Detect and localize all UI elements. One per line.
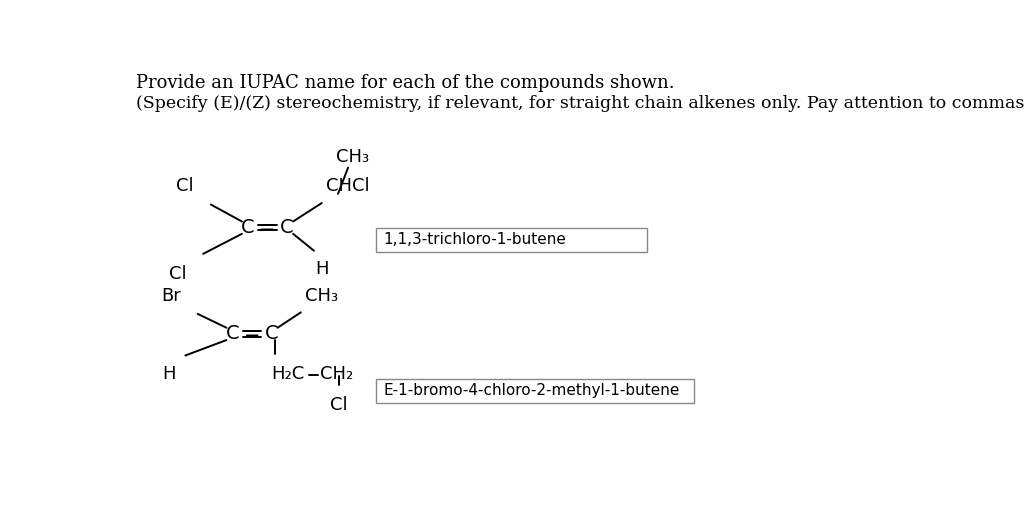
Text: Provide an IUPAC name for each of the compounds shown.: Provide an IUPAC name for each of the co…	[136, 74, 675, 92]
Text: C: C	[226, 324, 240, 343]
Text: CHCl: CHCl	[326, 177, 370, 195]
Text: E-1-bromo-4-chloro-2-methyl-1-butene: E-1-bromo-4-chloro-2-methyl-1-butene	[384, 384, 680, 398]
Bar	[376, 378, 693, 403]
Text: H₂C: H₂C	[271, 365, 304, 383]
Text: CH₃: CH₃	[305, 287, 338, 304]
Text: CH₃: CH₃	[336, 148, 369, 166]
Text: 1,1,3-trichloro-1-butene: 1,1,3-trichloro-1-butene	[384, 233, 566, 247]
Text: Cl: Cl	[176, 177, 194, 195]
Text: C: C	[280, 218, 294, 237]
Text: H: H	[315, 260, 329, 278]
Text: =: =	[259, 218, 275, 237]
Text: C: C	[264, 324, 279, 343]
Text: Br: Br	[161, 287, 180, 304]
Text: Cl: Cl	[169, 265, 186, 282]
Text: (Specify (E)/(Z) stereochemistry, if relevant, for straight chain alkenes only. : (Specify (E)/(Z) stereochemistry, if rel…	[136, 95, 1024, 112]
Text: Cl: Cl	[330, 396, 347, 413]
Text: H: H	[163, 365, 176, 383]
Text: C: C	[242, 218, 255, 237]
Bar	[376, 227, 647, 252]
Text: CH₂: CH₂	[321, 365, 353, 383]
Text: =: =	[244, 324, 260, 343]
